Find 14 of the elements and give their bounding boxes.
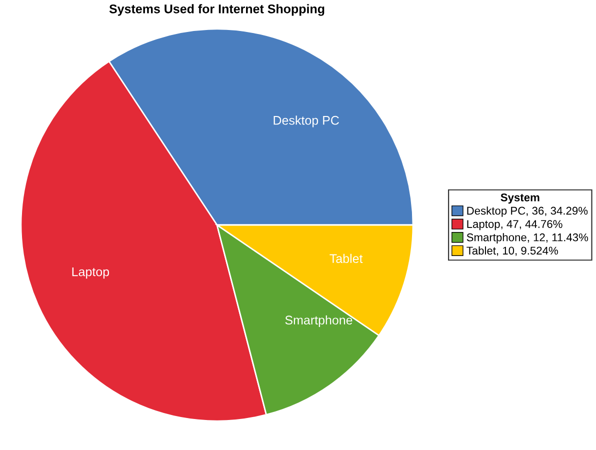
legend-label: Tablet bbox=[466, 246, 496, 255]
slice-label: Laptop bbox=[72, 267, 110, 279]
slice-label: Tablet bbox=[330, 254, 363, 264]
data-label: , 10, 9.524% bbox=[496, 246, 558, 256]
legend-label: Laptop bbox=[467, 220, 500, 230]
chart-title: Systems Used for Internet Shopping bbox=[109, 4, 324, 16]
data-label: , 12, 11.43% bbox=[528, 233, 588, 243]
legend-label: Desktop PC bbox=[467, 206, 526, 217]
slice-label: Smartphone bbox=[285, 315, 352, 328]
legend-title: System bbox=[500, 194, 540, 204]
slice-label: Desktop PC bbox=[274, 116, 339, 128]
data-label: , 36, 34.29% bbox=[526, 206, 588, 216]
legend-label: Smartphone bbox=[466, 233, 526, 244]
data-label: , 47, 44.76% bbox=[501, 220, 562, 230]
